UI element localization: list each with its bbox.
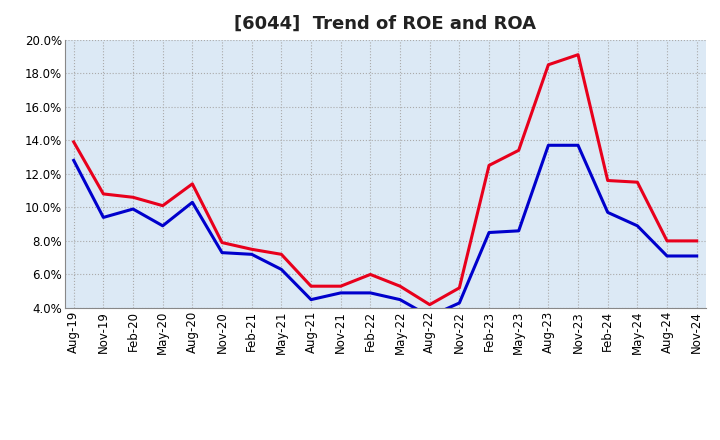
Legend: ROE, ROA: ROE, ROA (294, 436, 477, 440)
ROE (217, 240, 226, 245)
ROA (662, 253, 671, 259)
ROE (514, 148, 523, 153)
Title: [6044]  Trend of ROE and ROA: [6044] Trend of ROE and ROA (234, 15, 536, 33)
ROA (544, 143, 553, 148)
ROA (307, 297, 315, 302)
ROE (396, 283, 405, 289)
ROE (277, 252, 286, 257)
ROE (99, 191, 108, 197)
ROA (248, 252, 256, 257)
ROE (336, 283, 345, 289)
ROA (366, 290, 374, 296)
Line: ROA: ROA (73, 145, 697, 316)
ROA (69, 158, 78, 163)
ROA (158, 223, 167, 228)
ROA (336, 290, 345, 296)
ROE (69, 139, 78, 145)
ROE (485, 163, 493, 168)
ROE (129, 194, 138, 200)
ROE (455, 285, 464, 290)
ROE (603, 178, 612, 183)
ROA (693, 253, 701, 259)
ROA (514, 228, 523, 234)
ROA (129, 206, 138, 212)
ROE (544, 62, 553, 67)
ROE (158, 203, 167, 208)
ROE (662, 238, 671, 244)
ROA (396, 297, 405, 302)
ROA (217, 250, 226, 255)
ROE (248, 247, 256, 252)
Line: ROE: ROE (73, 55, 697, 304)
ROA (277, 267, 286, 272)
ROA (574, 143, 582, 148)
ROE (633, 180, 642, 185)
ROA (99, 215, 108, 220)
ROA (603, 210, 612, 215)
ROE (188, 181, 197, 187)
ROE (366, 272, 374, 277)
ROE (307, 283, 315, 289)
ROA (426, 314, 434, 319)
ROA (188, 200, 197, 205)
ROA (485, 230, 493, 235)
ROE (693, 238, 701, 244)
ROE (426, 302, 434, 307)
ROE (574, 52, 582, 57)
ROA (455, 301, 464, 306)
ROA (633, 223, 642, 228)
